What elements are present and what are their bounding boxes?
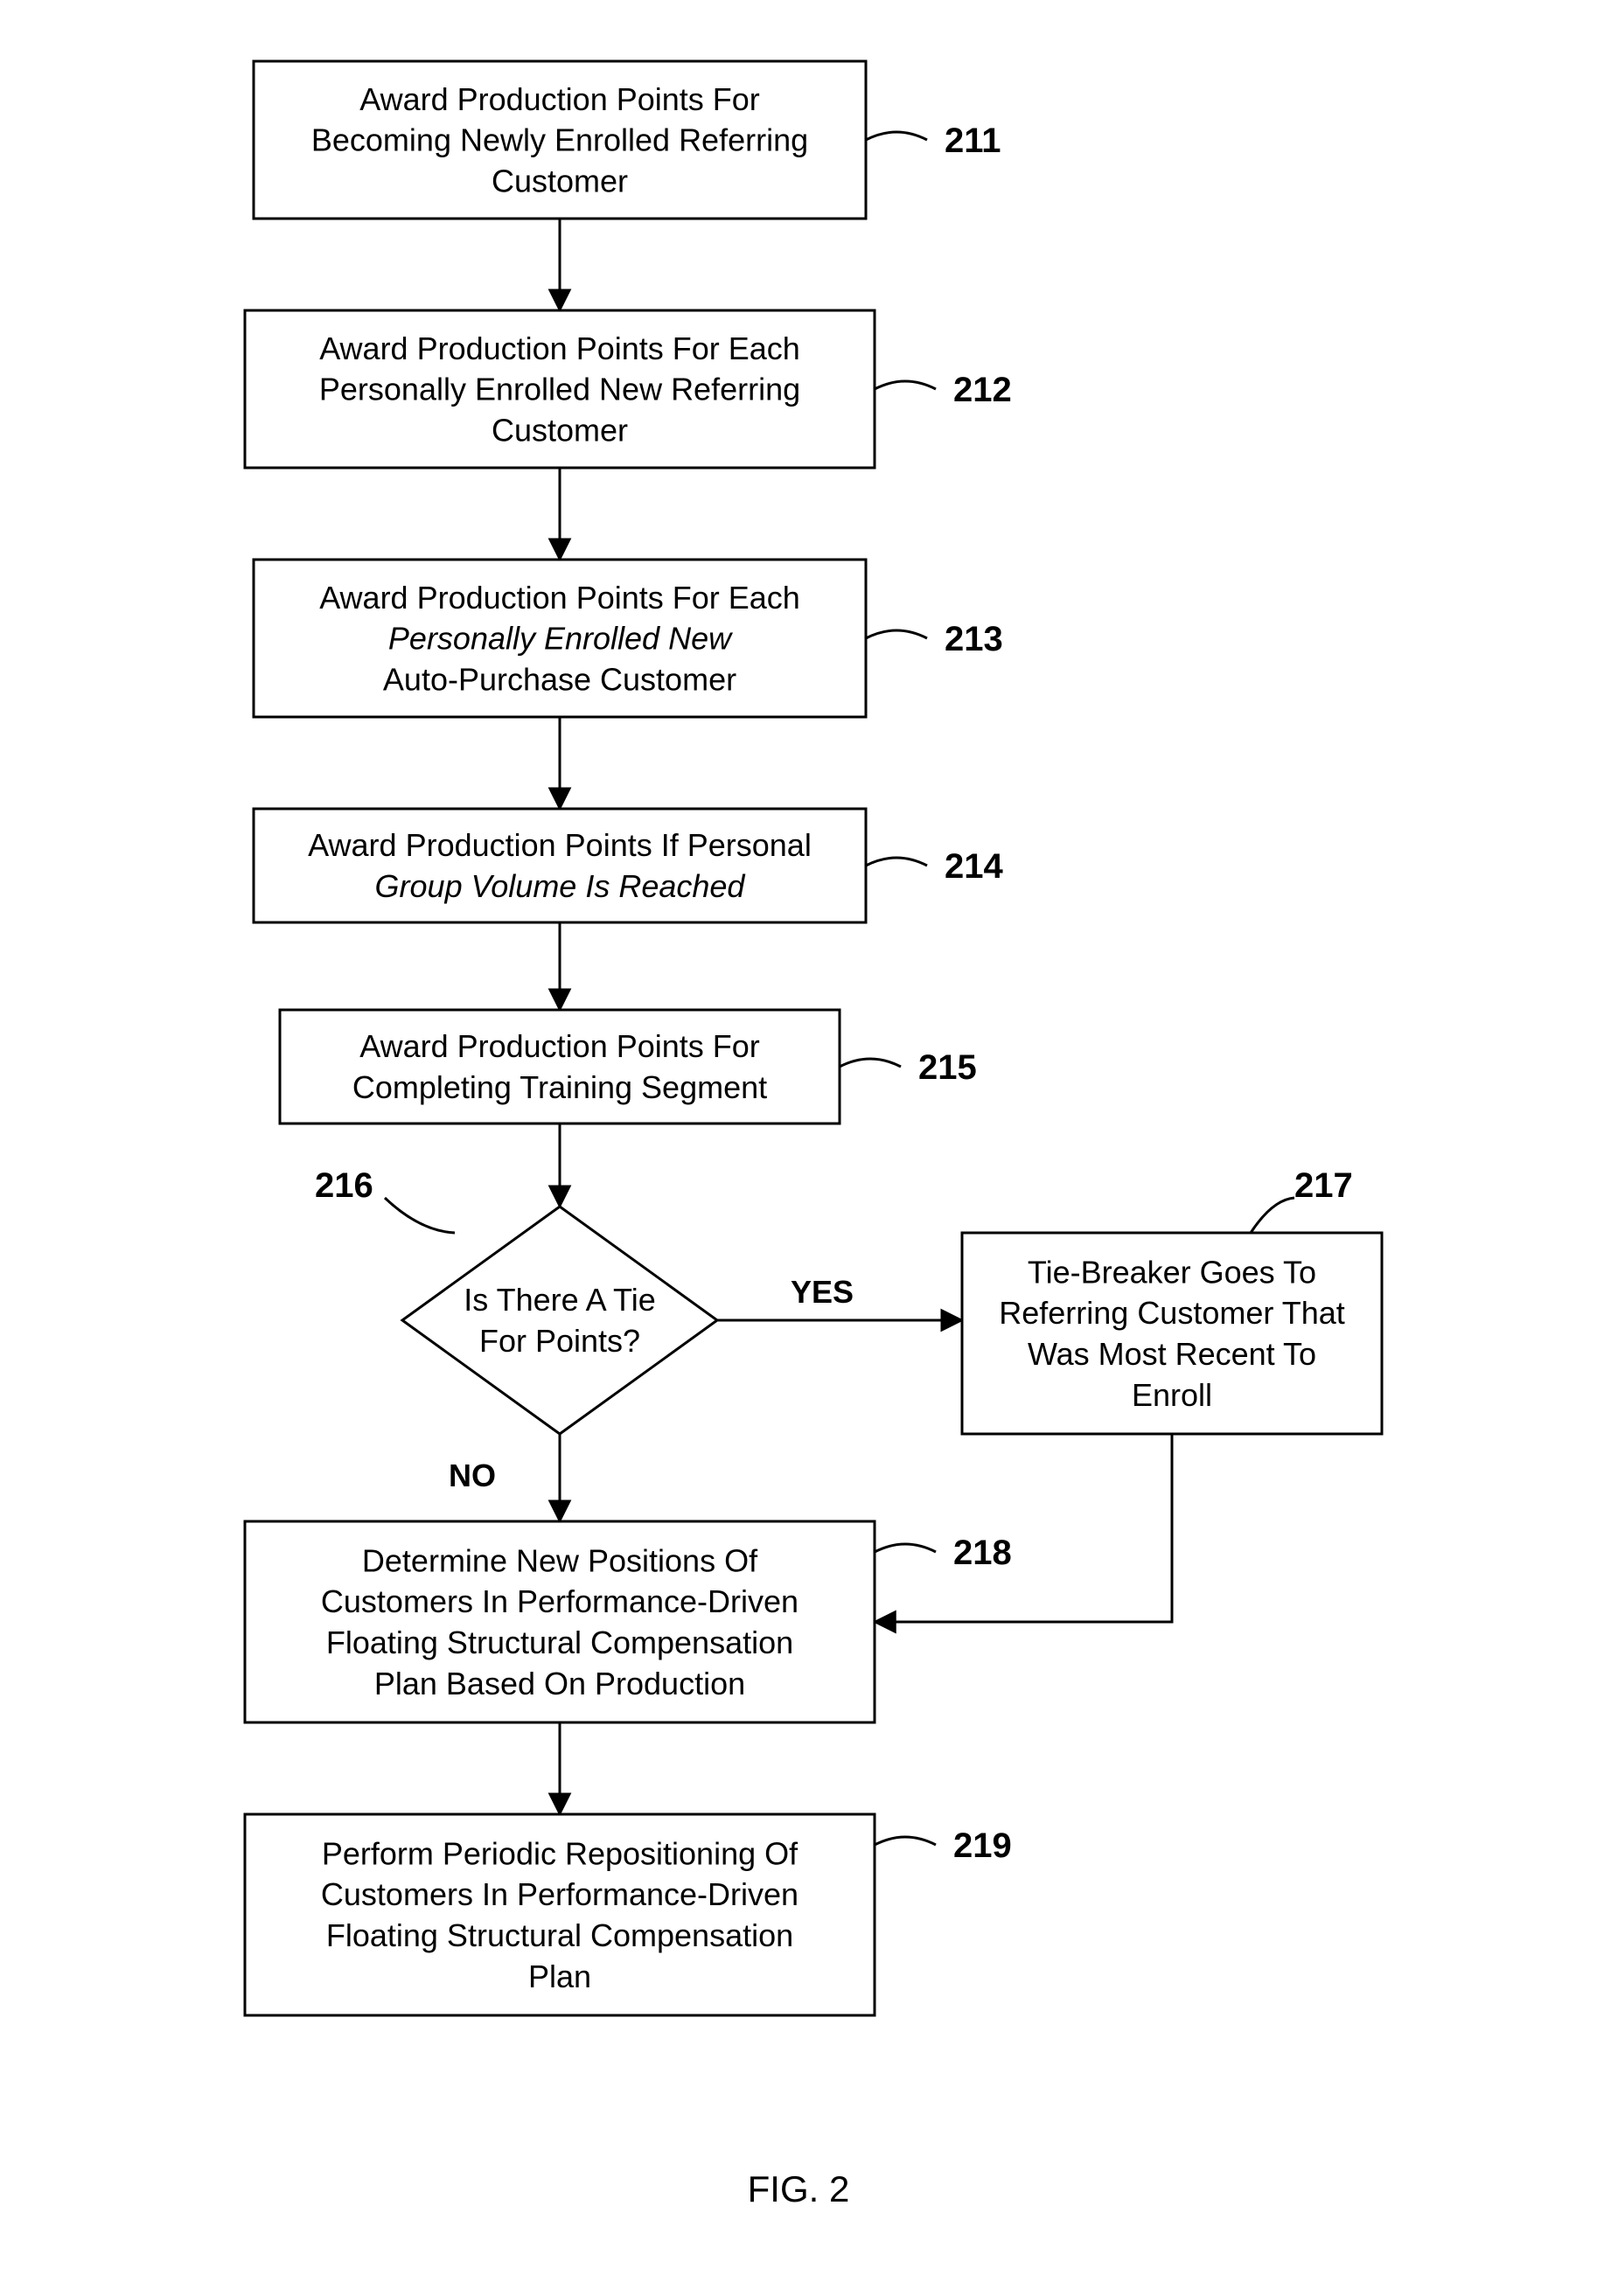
ref-label-n217: 217 bbox=[1294, 1166, 1353, 1205]
ref-label-n218: 218 bbox=[953, 1534, 1012, 1572]
node-n214 bbox=[254, 809, 866, 922]
ref-label-n219: 219 bbox=[953, 1826, 1012, 1865]
edge-label-e216_218: NO bbox=[449, 1458, 496, 1493]
leader-n218 bbox=[875, 1544, 936, 1552]
edge-label-e216_217: YES bbox=[791, 1274, 854, 1310]
leader-n217 bbox=[1251, 1198, 1294, 1233]
ref-label-n211: 211 bbox=[945, 122, 1001, 160]
leader-n215 bbox=[840, 1059, 901, 1067]
ref-label-n214: 214 bbox=[945, 847, 1003, 886]
leader-n213 bbox=[866, 630, 927, 638]
edge-e217_218 bbox=[875, 1434, 1172, 1622]
figure-page: YESNOAward Production Points ForBecoming… bbox=[0, 0, 1597, 2292]
ref-label-n216: 216 bbox=[315, 1166, 373, 1205]
figure-caption: FIG. 2 bbox=[0, 2168, 1597, 2210]
leader-n211 bbox=[866, 132, 927, 140]
leader-n214 bbox=[866, 858, 927, 866]
flowchart-svg: YESNOAward Production Points ForBecoming… bbox=[0, 0, 1597, 2292]
ref-label-n213: 213 bbox=[945, 620, 1003, 658]
ref-label-n212: 212 bbox=[953, 371, 1012, 409]
node-n216 bbox=[402, 1207, 717, 1434]
node-n215 bbox=[280, 1010, 840, 1124]
node-text-n213: Award Production Points For EachPersonal… bbox=[319, 580, 800, 698]
leader-n219 bbox=[875, 1837, 936, 1845]
ref-label-n215: 215 bbox=[918, 1048, 977, 1087]
leader-n212 bbox=[875, 381, 936, 389]
leader-n216 bbox=[385, 1198, 455, 1233]
